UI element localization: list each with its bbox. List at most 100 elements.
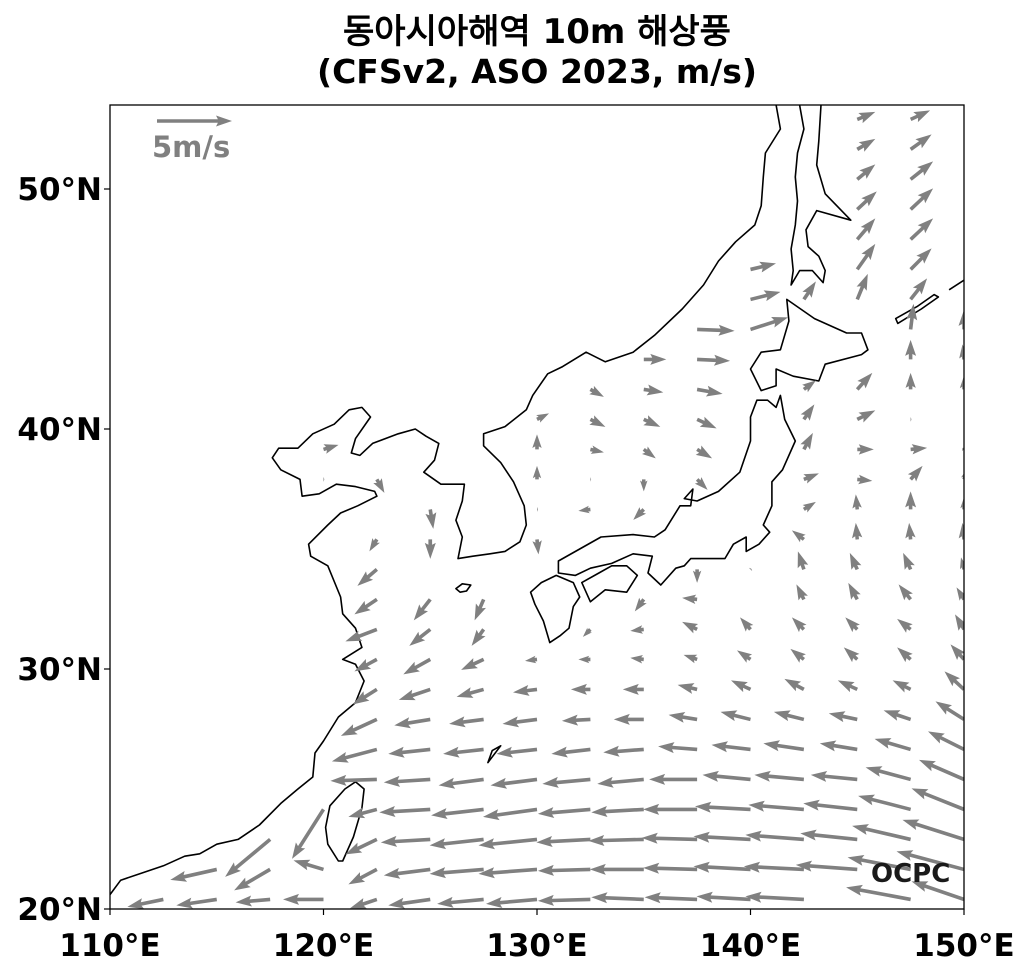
wind-arrow xyxy=(748,567,753,572)
wind-arrow xyxy=(956,587,964,601)
wind-arrow xyxy=(490,777,538,789)
coastlines xyxy=(110,105,964,896)
wind-arrow xyxy=(773,710,805,722)
wind-arrow xyxy=(905,339,917,360)
wind-arrow xyxy=(911,881,964,902)
wind-arrow xyxy=(345,837,378,855)
wind-vectors xyxy=(127,110,964,909)
wind-arrow xyxy=(693,861,751,873)
wind-arrow xyxy=(658,742,698,754)
x-tick-label: 130°E xyxy=(486,928,587,964)
wind-arrow xyxy=(909,278,928,301)
wind-arrow xyxy=(537,506,538,512)
wind-arrow xyxy=(644,892,698,904)
wind-arrow xyxy=(802,501,816,513)
coastline-honshu xyxy=(557,394,797,586)
wind-arrow xyxy=(537,894,591,906)
wind-arrow xyxy=(803,473,819,484)
wind-arrow xyxy=(235,895,271,907)
wind-arrow xyxy=(438,777,484,789)
x-tick-label: 150°E xyxy=(913,928,1014,964)
wind-arrow xyxy=(849,552,862,571)
wind-arrow xyxy=(394,717,431,729)
coastline-asia-mainland xyxy=(110,105,782,896)
wind-arrow xyxy=(409,628,432,646)
wind-arrow xyxy=(855,243,876,271)
coastline-kamchatka-edge xyxy=(948,279,964,291)
wind-arrow xyxy=(856,191,877,211)
wind-arrow xyxy=(649,773,698,785)
wind-arrow xyxy=(958,309,964,330)
wind-arrow xyxy=(532,465,542,480)
y-tick-label: 50°N xyxy=(17,172,102,208)
wind-arrow xyxy=(561,714,591,726)
wind-arrow xyxy=(696,385,723,397)
wind-arrow xyxy=(630,655,644,664)
wind-arrow xyxy=(906,303,918,330)
wind-arrow xyxy=(907,465,923,482)
wind-arrow xyxy=(461,657,485,670)
wind-arrow xyxy=(961,473,964,480)
map-frame xyxy=(109,104,965,910)
wind-arrow xyxy=(763,740,805,752)
wind-arrow xyxy=(403,657,432,675)
wind-arrow xyxy=(323,444,339,454)
wind-arrow xyxy=(692,569,702,583)
wind-arrow xyxy=(695,445,713,459)
wind-arrow xyxy=(696,416,717,429)
wind-arrow xyxy=(443,746,484,758)
wind-arrow xyxy=(570,683,591,695)
wind-arrow xyxy=(340,717,378,736)
wind-arrow xyxy=(846,884,911,902)
wind-arrow xyxy=(843,647,860,663)
y-tick-label: 40°N xyxy=(17,412,102,448)
coastline-sakhalin xyxy=(790,105,852,286)
wind-arrow xyxy=(525,655,538,664)
wind-arrow xyxy=(797,551,809,570)
wind-arrow xyxy=(643,384,664,396)
wind-arrow xyxy=(750,317,788,332)
wind-arrow xyxy=(127,897,164,909)
wind-arrow xyxy=(502,716,538,728)
y-tick-label: 30°N xyxy=(17,652,102,688)
wind-arrow xyxy=(383,867,431,879)
wind-arrow xyxy=(856,410,876,423)
wind-arrow xyxy=(810,771,858,782)
wind-arrow xyxy=(643,415,661,427)
wind-arrow xyxy=(856,111,876,124)
wind-arrow xyxy=(590,445,604,454)
wind-arrow xyxy=(928,731,964,751)
wind-arrow xyxy=(589,415,606,427)
wind-arrow xyxy=(796,584,808,601)
wind-arrow xyxy=(784,678,805,692)
wind-arrow xyxy=(852,494,862,510)
wind-arrow xyxy=(905,522,916,540)
wind-arrow xyxy=(898,584,913,601)
wind-arrow xyxy=(170,867,218,882)
wind-arrow xyxy=(909,188,934,211)
wind-arrow xyxy=(800,432,813,451)
wind-arrow xyxy=(711,741,751,753)
wind-arrow xyxy=(589,863,644,875)
wind-arrow xyxy=(551,746,591,758)
map-subtitle: (CFSv2, ASO 2023, m/s) xyxy=(317,52,757,91)
wind-arrow xyxy=(486,897,538,908)
wind-arrow xyxy=(911,788,964,812)
wind-arrow xyxy=(643,353,667,365)
coastline-okinawa xyxy=(487,745,502,764)
coastline-kyushu xyxy=(529,574,581,644)
wind-arrow xyxy=(536,413,549,423)
wind-arrow xyxy=(537,807,591,818)
x-tick-label: 140°E xyxy=(700,928,801,964)
wind-arrow xyxy=(349,897,378,909)
wind-arrow xyxy=(856,164,876,181)
wind-arrow xyxy=(429,867,484,879)
wind-arrow xyxy=(354,657,378,672)
wind-arrow xyxy=(910,416,912,422)
wind-arrow xyxy=(323,476,325,482)
wind-arrow xyxy=(331,747,378,763)
wind-arrow xyxy=(819,740,858,752)
wind-arrow xyxy=(176,897,217,909)
wind-arrow xyxy=(897,647,913,663)
